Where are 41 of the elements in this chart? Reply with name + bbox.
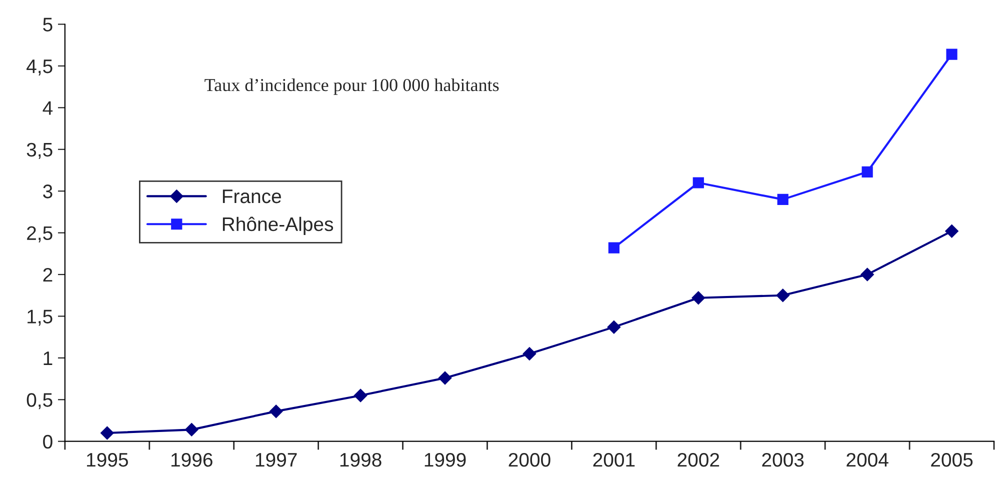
x-tick-label: 2001	[593, 452, 635, 467]
y-tick-label: 0,5	[26, 393, 52, 410]
point	[945, 224, 958, 238]
point	[776, 288, 790, 302]
point	[522, 347, 536, 360]
legend-label: Rhône-Alpes	[222, 216, 334, 235]
y-tick-label: 2,5	[27, 226, 52, 242]
y-tick-label: 1	[44, 352, 52, 365]
point	[946, 48, 958, 60]
y-tick-label: 0	[43, 434, 52, 449]
x-tick-label: 1998	[340, 452, 382, 467]
point	[692, 291, 705, 304]
point	[862, 166, 873, 178]
x-tick-label: 2005	[931, 452, 973, 467]
x-tick-label: 2004	[846, 452, 888, 467]
x-tick-label: 1995	[87, 452, 128, 467]
x-tick-label: 1996	[171, 452, 212, 467]
y-tick-label: 3	[43, 184, 52, 198]
point	[607, 320, 621, 334]
x-tick-label: 2002	[678, 452, 720, 467]
x-tick-label: 2000	[508, 452, 550, 467]
x-tick-label: 2003	[762, 452, 804, 467]
y-tick-label: 4,5	[26, 60, 52, 76]
y-tick-label: 1,5	[28, 310, 52, 326]
x-tick-label: 1999	[424, 452, 466, 467]
x-tick-label: 1997	[256, 452, 297, 467]
y-tick-label: 4	[42, 101, 53, 115]
point	[692, 177, 704, 188]
y-tick-label: 2	[43, 268, 52, 282]
point	[860, 268, 874, 282]
point	[185, 423, 198, 436]
point	[270, 404, 283, 418]
point	[777, 194, 788, 205]
y-tick-label: 3,5	[26, 142, 52, 159]
point	[608, 242, 620, 254]
point	[354, 388, 368, 402]
y-tick-label: 5	[43, 18, 52, 32]
annotation: Taux d’incidence pour 100 000 habitants	[204, 78, 499, 95]
legend-label: France	[222, 190, 282, 204]
point	[100, 426, 114, 440]
point	[438, 371, 452, 385]
